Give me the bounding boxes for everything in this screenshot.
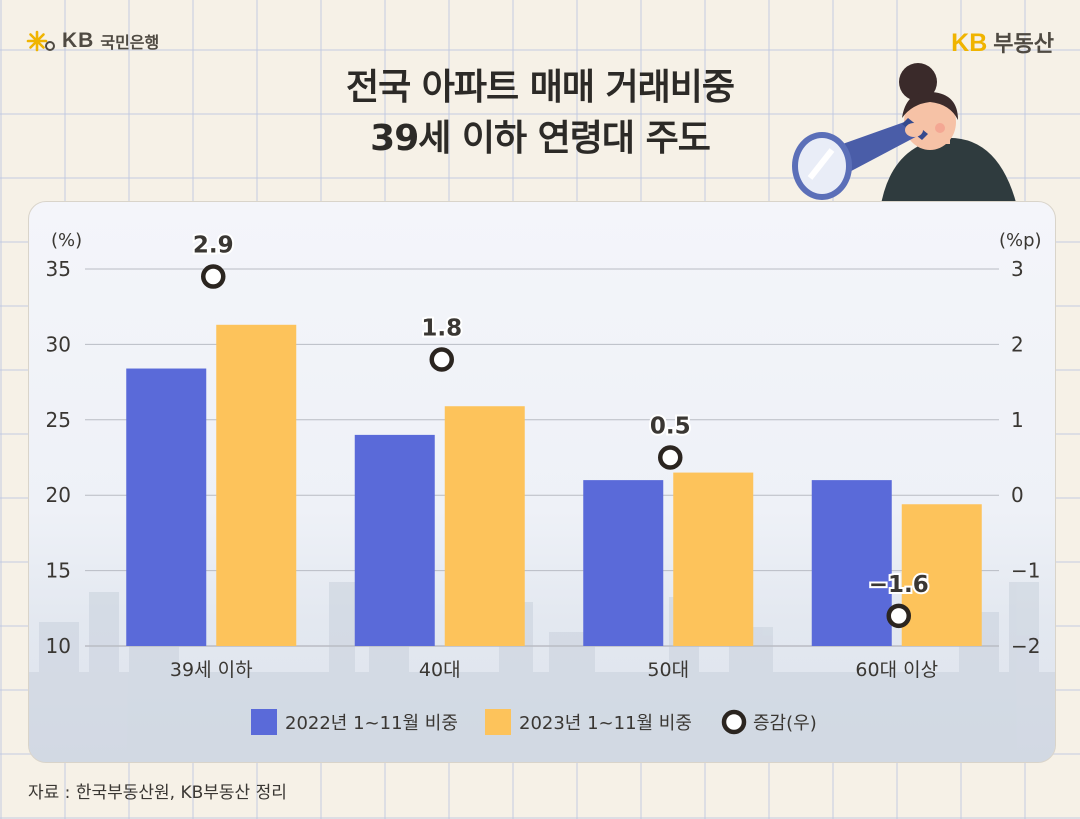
- left-tick-label: 30: [46, 332, 71, 356]
- kb-bank-logo: KB 국민은행: [26, 26, 159, 56]
- bar-2023: [673, 472, 754, 646]
- left-axis-unit: (%): [51, 230, 82, 251]
- chart-panel: 35 3 30 2 25 1 20 0 15 −1 10 −2 (%) (%p) 39세 이하 40대 50대 6…: [28, 201, 1056, 763]
- page-title-line2: 39세 이하 연령대 주도: [370, 118, 711, 159]
- source-note: 자료 : 한국부동산원, KB부동산 정리: [28, 783, 287, 803]
- legend-marker-change: [721, 709, 747, 735]
- realty-mark: KB: [951, 29, 988, 57]
- category-label: 40대: [419, 659, 461, 681]
- kb-star-icon: [26, 30, 55, 52]
- left-tick-label: 20: [46, 483, 71, 507]
- change-value-label: 1.8: [421, 315, 462, 341]
- category-label: 60대 이상: [855, 659, 938, 681]
- left-tick-label: 25: [46, 408, 71, 432]
- legend-label-2023: 2023년 1~11월 비중: [519, 713, 692, 734]
- legend-label-change: 증감(우): [753, 713, 817, 734]
- right-tick-label: 2: [1011, 332, 1024, 356]
- right-tick-label: −1: [1011, 559, 1040, 583]
- change-value-label: 2.9: [193, 233, 234, 259]
- bar-2022: [583, 480, 664, 646]
- change-value-label: 0.5: [650, 414, 691, 440]
- left-tick-label: 10: [46, 634, 71, 658]
- right-axis-unit: (%p): [999, 230, 1042, 251]
- realty-name: 부동산: [993, 32, 1054, 57]
- category-label: 50대: [647, 659, 689, 681]
- left-tick-label: 15: [46, 559, 71, 583]
- right-tick-label: 3: [1011, 257, 1024, 281]
- left-tick-label: 35: [46, 257, 71, 281]
- bar-2023: [216, 324, 297, 646]
- bar-2022: [126, 368, 207, 646]
- telescope-person-illustration: [792, 63, 1018, 210]
- city-skyline-decoration: [29, 582, 1055, 762]
- change-marker: [201, 264, 226, 289]
- right-tick-label: −2: [1011, 634, 1040, 658]
- change-marker: [886, 603, 911, 629]
- kb-realty-logo: KB 부동산: [951, 26, 1054, 58]
- legend-swatch-2022: [251, 709, 277, 735]
- change-value-label: −1.6: [869, 572, 929, 598]
- change-marker: [429, 347, 454, 372]
- bar-chart: 35 3 30 2 25 1 20 0 15 −1 10 −2 (%) (%p) 39세 이하 40대 50대 6…: [29, 230, 1055, 762]
- right-tick-label: 1: [1011, 408, 1024, 432]
- change-marker: [658, 445, 683, 470]
- bar-2023: [444, 406, 525, 646]
- legend-swatch-2023: [485, 709, 511, 735]
- bar-2022: [811, 480, 892, 646]
- bank-name: 국민은행: [100, 33, 160, 52]
- legend-label-2022: 2022년 1~11월 비중: [285, 713, 458, 734]
- right-tick-label: 0: [1011, 483, 1024, 507]
- bar-2023: [901, 504, 982, 646]
- page-title-line1: 전국 아파트 매매 거래비중: [346, 67, 735, 108]
- bar-2022: [354, 434, 435, 646]
- bank-mark: KB: [62, 29, 95, 52]
- category-label: 39세 이하: [170, 659, 253, 681]
